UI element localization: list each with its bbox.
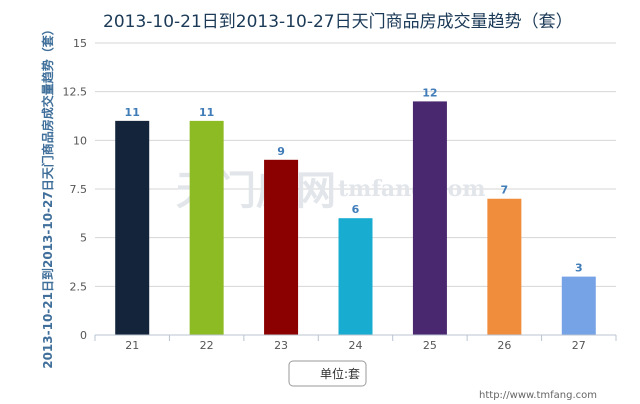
- bar-27[interactable]: [561, 276, 596, 335]
- bar-25[interactable]: [412, 101, 447, 336]
- data-label-21: 11: [125, 106, 140, 119]
- y-tick-label: 15: [73, 37, 87, 50]
- x-tick-label: 26: [497, 339, 511, 352]
- data-label-22: 11: [199, 106, 214, 119]
- data-label-layer: 11 11 9 6 12 7 3: [125, 86, 583, 274]
- x-tick-label: 23: [274, 339, 288, 352]
- y-axis-ticks: 0 2.5 5 7.5 10 12.5 15: [63, 37, 88, 342]
- x-tick-label: 27: [572, 339, 586, 352]
- bar-26[interactable]: [487, 198, 522, 335]
- watermark-domain-text: tmfang.com: [338, 176, 486, 202]
- y-tick-label: 12.5: [63, 86, 88, 99]
- y-tick-label: 5: [80, 232, 87, 245]
- bar-24[interactable]: [338, 218, 373, 335]
- x-tick-label: 21: [125, 339, 139, 352]
- x-tick-label: 25: [423, 339, 437, 352]
- data-label-24: 6: [352, 203, 360, 216]
- legend-unit-label: 单位:套: [320, 366, 360, 381]
- y-tick-label: 7.5: [70, 183, 88, 196]
- legend[interactable]: 单位:套: [288, 360, 367, 387]
- data-label-25: 12: [422, 86, 437, 99]
- bar-23[interactable]: [264, 159, 299, 335]
- bar-layer: [115, 101, 596, 336]
- y-axis-label: 2013-10-21日到2013-10-27日天门商品房成交量趋势（套）: [40, 23, 55, 369]
- footer-url[interactable]: http://www.tmfang.com: [479, 390, 597, 401]
- y-tick-label: 0: [80, 329, 87, 342]
- bar-21[interactable]: [115, 120, 150, 335]
- legend-box[interactable]: [288, 360, 367, 387]
- y-tick-label: 2.5: [70, 280, 88, 293]
- x-tick-label: 24: [349, 339, 363, 352]
- data-label-27: 3: [575, 262, 583, 275]
- bar-22[interactable]: [189, 120, 224, 335]
- y-tick-label: 10: [73, 134, 87, 147]
- chart-title: 2013-10-21日到2013-10-27日天门商品房成交量趋势（套）: [103, 12, 573, 32]
- grid-layer: [95, 42, 616, 287]
- x-tick-label: 22: [200, 339, 214, 352]
- x-axis-ticks: 21 22 23 24 25 26 27: [94, 335, 617, 352]
- data-label-26: 7: [501, 184, 509, 197]
- data-label-23: 9: [277, 145, 285, 158]
